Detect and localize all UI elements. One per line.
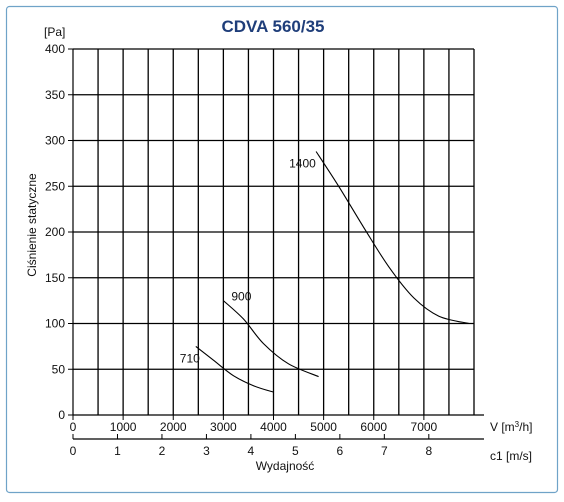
x-tick-label: 2000 — [160, 420, 187, 434]
x2-tick-label: 0 — [70, 444, 77, 458]
series-label-1400: 1400 — [289, 156, 316, 170]
series: 710 900 1400 — [180, 151, 470, 393]
y-tick-label: 50 — [52, 362, 66, 376]
y-tick-label: 350 — [45, 88, 65, 102]
y-tick-label: 150 — [45, 271, 65, 285]
x2-tick-label: 7 — [381, 444, 388, 458]
x2-tick-label: 8 — [425, 444, 432, 458]
x2-tick-label: 3 — [203, 444, 210, 458]
x-tick-label: 7000 — [411, 420, 438, 434]
series-line-1400 — [315, 151, 470, 325]
y-axis-label: Ciśnienie statyczne — [25, 173, 39, 277]
y-tick-label: 400 — [45, 42, 65, 56]
series-line-900 — [223, 300, 319, 378]
x2-tick-label: 5 — [292, 444, 299, 458]
chart-frame — [5, 5, 559, 494]
x2-tick-label: 2 — [159, 444, 166, 458]
x2-tick-label: 4 — [248, 444, 255, 458]
y-tick-label: 100 — [45, 317, 65, 331]
x-tick-label: 4000 — [260, 420, 287, 434]
y-tick-label: 200 — [45, 225, 65, 239]
series-label-710: 710 — [180, 351, 200, 365]
x-tick-label: 0 — [70, 420, 77, 434]
bottom-label: Wydajność — [256, 459, 315, 473]
y-tick-label: 250 — [45, 179, 65, 193]
x-axis-label: V [m3/h] — [490, 420, 532, 434]
series-line-710 — [195, 345, 274, 393]
x-tick-label: 3000 — [210, 420, 237, 434]
grid — [73, 48, 475, 415]
x2-axis-label: c1 [m/s] — [490, 449, 532, 463]
series-label-900: 900 — [231, 290, 251, 304]
x-tick-label: 6000 — [360, 420, 387, 434]
y-axis-unit: [Pa] — [44, 25, 65, 39]
x-tick-label: 5000 — [310, 420, 337, 434]
y-tick-label: 0 — [58, 408, 65, 422]
x2-tick-label: 6 — [337, 444, 344, 458]
x-tick-label: 1000 — [110, 420, 137, 434]
x2-tick-label: 1 — [114, 444, 121, 458]
y-tick-label: 300 — [45, 134, 65, 148]
chart-title: CDVA 560/35 — [222, 17, 325, 36]
